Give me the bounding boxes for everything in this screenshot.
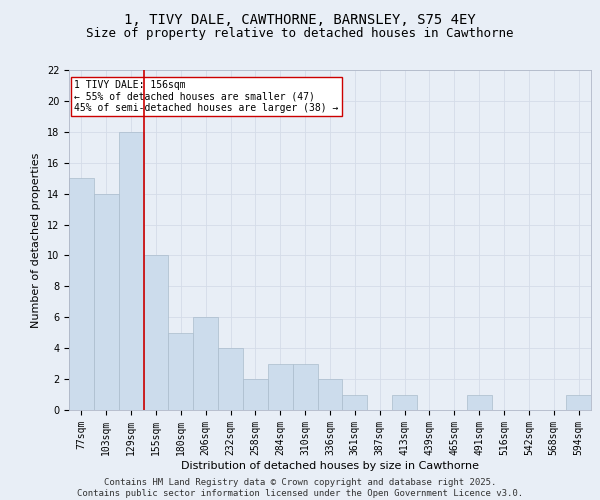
- Text: Size of property relative to detached houses in Cawthorne: Size of property relative to detached ho…: [86, 28, 514, 40]
- Bar: [69, 178, 94, 410]
- Text: 1 TIVY DALE: 156sqm
← 55% of detached houses are smaller (47)
45% of semi-detach: 1 TIVY DALE: 156sqm ← 55% of detached ho…: [74, 80, 338, 114]
- Bar: [94, 194, 119, 410]
- Bar: [243, 379, 268, 410]
- Bar: [143, 256, 169, 410]
- Text: Contains HM Land Registry data © Crown copyright and database right 2025.
Contai: Contains HM Land Registry data © Crown c…: [77, 478, 523, 498]
- Y-axis label: Number of detached properties: Number of detached properties: [31, 152, 41, 328]
- Bar: [119, 132, 143, 410]
- Bar: [317, 379, 343, 410]
- Bar: [169, 332, 193, 410]
- Bar: [566, 394, 591, 410]
- Bar: [268, 364, 293, 410]
- Bar: [293, 364, 317, 410]
- Bar: [392, 394, 417, 410]
- Bar: [467, 394, 491, 410]
- Bar: [218, 348, 243, 410]
- Bar: [343, 394, 367, 410]
- Bar: [193, 318, 218, 410]
- Text: 1, TIVY DALE, CAWTHORNE, BARNSLEY, S75 4EY: 1, TIVY DALE, CAWTHORNE, BARNSLEY, S75 4…: [124, 12, 476, 26]
- X-axis label: Distribution of detached houses by size in Cawthorne: Distribution of detached houses by size …: [181, 460, 479, 470]
